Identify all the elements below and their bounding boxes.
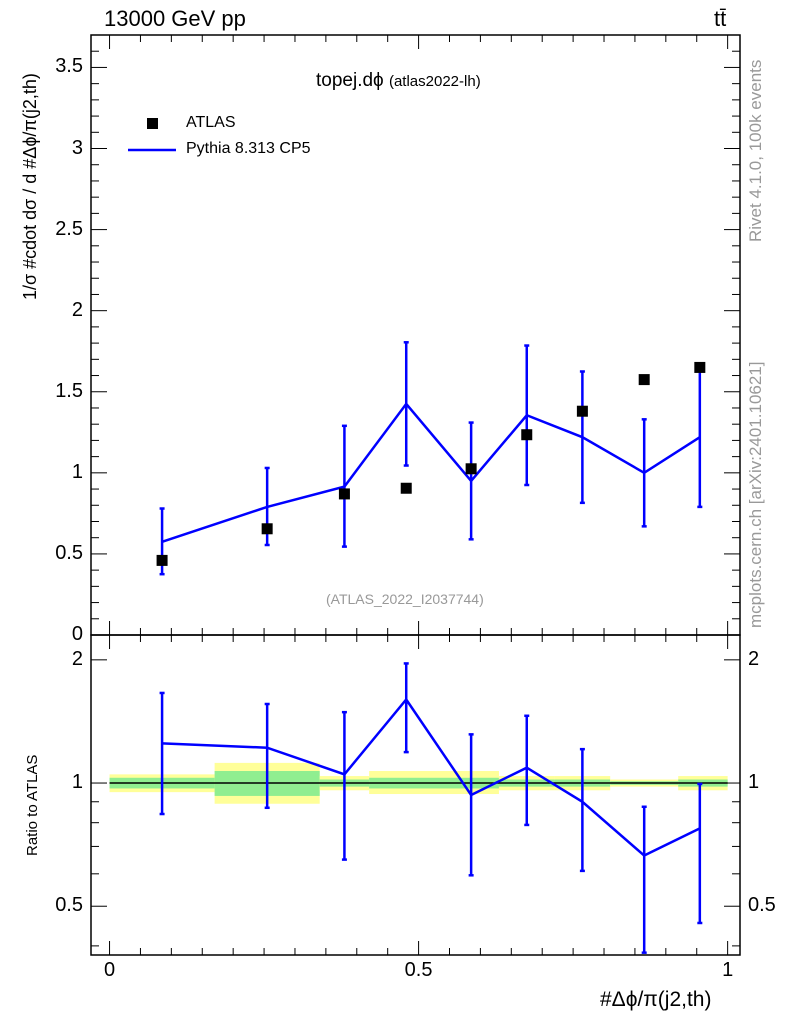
main-data-layer bbox=[156, 361, 706, 566]
legend-data-label: ATLAS bbox=[186, 114, 236, 131]
mcplots-label: mcplots.cern.ch [arXiv:2401.10621] bbox=[746, 361, 765, 628]
x-tick-label: 0 bbox=[103, 959, 116, 981]
data-point bbox=[156, 554, 168, 566]
main-mc-layer bbox=[159, 341, 703, 576]
x-tick-label: 0.5 bbox=[404, 959, 433, 981]
ratio-y-tick-label-left: 0.5 bbox=[55, 894, 83, 917]
main-y-tick-label: 1.5 bbox=[55, 379, 83, 402]
main-y-axis-label: 1/σ #cdot dσ / d #Δϕ/π(j2,th) bbox=[20, 73, 40, 300]
watermark: (ATLAS_2022_I2037744) bbox=[326, 591, 484, 607]
main-y-tick-label: 2.5 bbox=[55, 217, 83, 240]
rivet-version-label: Rivet 4.1.0, 100k events bbox=[746, 59, 765, 242]
tick-layer bbox=[91, 34, 740, 955]
legend-data-marker bbox=[147, 118, 158, 129]
ratio-y-tick-label-right: 2 bbox=[748, 647, 760, 670]
ratio-y-axis-label: Ratio to ATLAS bbox=[24, 754, 41, 856]
data-point bbox=[638, 374, 650, 386]
ratio-y-tick-label-left: 2 bbox=[71, 647, 83, 670]
main-y-tick-label: 0.5 bbox=[55, 541, 83, 564]
main-y-tick-label: 0 bbox=[71, 623, 83, 645]
main-y-tick-label: 3 bbox=[71, 136, 83, 159]
header-left-title: 13000 GeV pp bbox=[104, 6, 246, 31]
header-right-title: tt̄ bbox=[714, 6, 727, 31]
data-point bbox=[521, 429, 533, 441]
main-y-tick-label: 2 bbox=[71, 298, 83, 321]
data-point bbox=[576, 405, 588, 417]
plot-title: topej.dϕ (atlas2022-lh) bbox=[316, 70, 481, 92]
x-tick-label: 1 bbox=[722, 959, 734, 981]
data-point bbox=[261, 523, 273, 535]
mc-series-line bbox=[161, 401, 701, 543]
main-y-tick-label: 3.5 bbox=[55, 55, 83, 78]
data-point bbox=[694, 361, 706, 373]
plot-title-main: topej.dϕ bbox=[316, 70, 384, 91]
legend-layer bbox=[128, 118, 176, 152]
main-y-tick-label: 1 bbox=[71, 460, 83, 483]
legend-mc-label: Pythia 8.313 CP5 bbox=[186, 140, 311, 157]
ratio-y-tick-label-right: 1 bbox=[748, 771, 760, 794]
data-point bbox=[400, 482, 412, 494]
plot-title-sub: (atlas2022-lh) bbox=[388, 73, 481, 90]
ratio-y-tick-label-left: 1 bbox=[71, 771, 83, 794]
ratio-y-tick-label-right: 0.5 bbox=[748, 894, 776, 917]
x-axis-label: #Δϕ/π(j2,th) bbox=[600, 988, 712, 1011]
ratio-panel-frame bbox=[90, 634, 741, 956]
ratio-mc-layer bbox=[159, 662, 703, 954]
data-point bbox=[465, 463, 477, 475]
data-point bbox=[338, 488, 350, 500]
frame-layer bbox=[90, 34, 741, 956]
